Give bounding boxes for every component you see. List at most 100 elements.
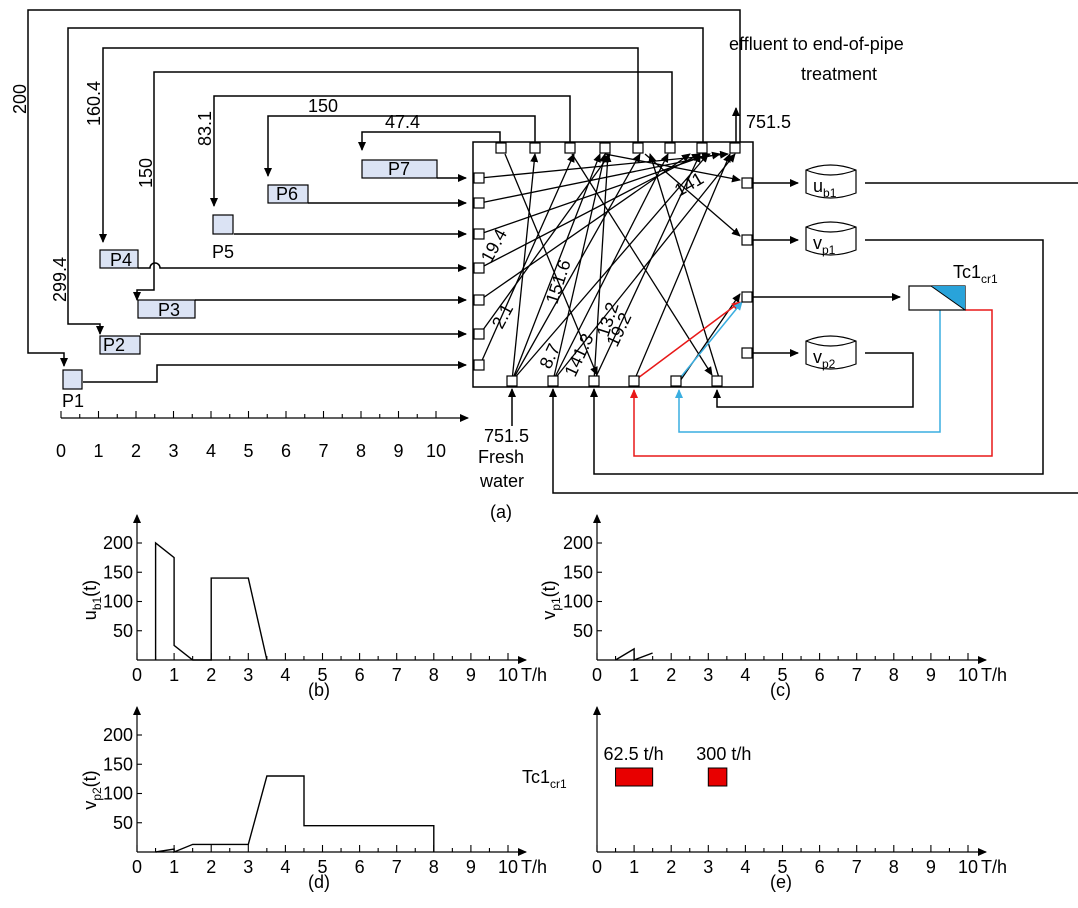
- p1-outlet: [83, 361, 467, 383]
- process-label-p2: P2: [103, 335, 125, 355]
- x-axis-label: T/h: [981, 857, 1007, 877]
- panel-label: (d): [308, 872, 330, 892]
- freshwater-flow: 751.5: [484, 426, 529, 446]
- y-tick-label: 100: [563, 592, 593, 612]
- effluent-label-line2: treatment: [801, 64, 877, 84]
- x-tick-label: 1: [629, 857, 639, 877]
- vp1-return: [590, 239, 1044, 475]
- tc-unit-label: Tc1cr1: [953, 262, 998, 286]
- process-p5: [212, 214, 234, 235]
- y-tick-label: 50: [113, 621, 133, 641]
- x-tick-label: 6: [815, 665, 825, 685]
- process-p2: [99, 335, 141, 355]
- x-tick-label: 3: [703, 665, 713, 685]
- x-tick-label: 10: [958, 857, 978, 877]
- recycle-loop-p1: [27, 9, 741, 367]
- y-tick-label: 100: [103, 784, 133, 804]
- x-tick-label: 4: [280, 857, 290, 877]
- time-tick-label: 10: [426, 441, 446, 461]
- effluent-label-line1: effluent to end-of-pipe: [729, 34, 904, 54]
- process-label-p6: P6: [276, 184, 298, 204]
- process-p6: [267, 184, 309, 204]
- blue-internal-stream: [679, 301, 743, 379]
- x-tick-label: 3: [243, 857, 253, 877]
- network-time-ticks: 0 1 2 3 4 5 6 7 8 9 10: [56, 411, 446, 461]
- y-tick-label: 150: [563, 562, 593, 582]
- series-line: [615, 647, 653, 662]
- series-line: [154, 541, 268, 661]
- y-tick-label: 100: [103, 592, 133, 612]
- x-axis-label: T/h: [981, 665, 1007, 685]
- recycle-loop-p2: [67, 27, 704, 335]
- y-tick-label: 150: [103, 562, 133, 582]
- time-tick-label: 0: [56, 441, 66, 461]
- x-tick-label: 7: [852, 665, 862, 685]
- flow-label-150b: 150: [308, 96, 338, 116]
- p4-outlet: [138, 262, 467, 272]
- x-axis-label: T/h: [521, 857, 547, 877]
- time-tick-label: 8: [356, 441, 366, 461]
- unit-label-ub1: ub1: [813, 176, 837, 200]
- time-tick-label: 5: [243, 441, 253, 461]
- x-tick-label: 1: [629, 665, 639, 685]
- chart-d: 0 1 2 3 4 5 6 7 8 9 10 T/h (d) 50 100 150 200 vp2(t): [80, 706, 547, 892]
- x-tick-label: 7: [852, 857, 862, 877]
- y-tick-label: 150: [103, 754, 133, 774]
- chart-b: 0 1 2 3 4 5 6 7 8 9 10 T/h (b) 50 100 150 200 ub1(t): [80, 514, 547, 700]
- x-tick-label: 7: [392, 665, 402, 685]
- ub1-return-back: [549, 388, 1078, 494]
- x-tick-label: 3: [703, 857, 713, 877]
- y-tick-label: 200: [103, 533, 133, 553]
- effluent-flow: 751.5: [746, 112, 791, 132]
- x-tick-label: 5: [317, 665, 327, 685]
- series-line: [155, 775, 435, 854]
- y-tick-label: 50: [113, 813, 133, 833]
- x-tick-label: 10: [958, 665, 978, 685]
- x-tick-label: 8: [889, 665, 899, 685]
- x-tick-label: 4: [740, 857, 750, 877]
- panel-label-a: (a): [490, 502, 512, 522]
- flow-label-200: 200: [10, 84, 30, 114]
- x-tick-label: 8: [889, 857, 899, 877]
- x-tick-label: 5: [777, 665, 787, 685]
- gantt-bar: [707, 767, 728, 787]
- panel-label: (b): [308, 680, 330, 700]
- x-tick-label: 6: [355, 665, 365, 685]
- flow-label-299: 299.4: [50, 257, 70, 302]
- time-tick-label: 9: [393, 441, 403, 461]
- process-p3: [137, 299, 196, 319]
- recycle-loop-p6: [264, 115, 536, 177]
- x-tick-label: 0: [592, 857, 602, 877]
- time-tick-label: 4: [206, 441, 216, 461]
- time-tick-label: 3: [168, 441, 178, 461]
- recycle-loop-p7: [358, 131, 501, 151]
- freshwater-line2: water: [479, 471, 524, 491]
- x-tick-label: 4: [280, 665, 290, 685]
- box-ports: [473, 142, 753, 387]
- process-label-p5: P5: [212, 242, 234, 262]
- x-tick-label: 1: [169, 857, 179, 877]
- gantt-bar: [615, 767, 654, 787]
- x-tick-label: 9: [926, 857, 936, 877]
- x-tick-label: 7: [392, 857, 402, 877]
- time-tick-label: 1: [93, 441, 103, 461]
- process-label-p3: P3: [158, 300, 180, 320]
- internal-streams: [479, 150, 741, 382]
- membrane-unit: [908, 285, 966, 311]
- y-axis-label: ub1(t): [80, 580, 104, 620]
- x-tick-label: 10: [498, 857, 518, 877]
- x-tick-label: 2: [206, 857, 216, 877]
- x-tick-label: 3: [243, 665, 253, 685]
- freshwater-line1: Fresh: [478, 447, 524, 467]
- x-tick-label: 0: [132, 665, 142, 685]
- gantt-bar-label: 300 t/h: [696, 744, 751, 764]
- x-tick-label: 9: [466, 857, 476, 877]
- x-tick-label: 1: [169, 665, 179, 685]
- x-tick-label: 8: [429, 857, 439, 877]
- panel-label: (c): [770, 680, 791, 700]
- y-tick-label: 200: [563, 533, 593, 553]
- red-internal-stream: [637, 301, 741, 379]
- x-tick-label: 10: [498, 665, 518, 685]
- recycle-loop-p5: [210, 95, 571, 207]
